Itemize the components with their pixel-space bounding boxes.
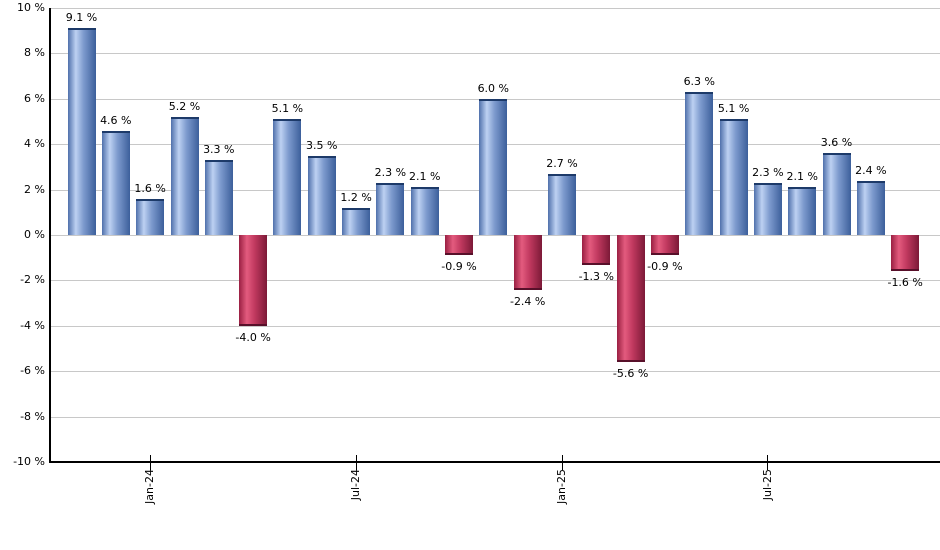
- bar-value-label: 2.3 %: [752, 165, 784, 179]
- bar-value-label: 5.1 %: [717, 102, 750, 116]
- y-axis-line: [49, 8, 51, 463]
- bar-value-label: 6.3 %: [683, 75, 716, 88]
- bar: [204, 160, 233, 235]
- x-axis-line: [49, 461, 940, 463]
- bar: [650, 235, 679, 256]
- bar-value-label: -1.3 %: [578, 269, 614, 283]
- bar-value-label: 5.1 %: [271, 102, 304, 116]
- y-tick-label: -10 %: [13, 455, 45, 468]
- bar: [307, 155, 336, 236]
- x-tick-mark: [149, 455, 151, 470]
- bar-value-label: 3.3 %: [203, 143, 235, 157]
- bar: [753, 182, 782, 235]
- bar-value-label: 5.2 %: [168, 100, 201, 113]
- bar: [376, 182, 405, 235]
- bar: [719, 119, 748, 235]
- bar-value-label: 9.1 %: [65, 11, 98, 25]
- bar-value-label: 4.6 %: [100, 113, 132, 127]
- bar-value-label: -0.9 %: [441, 260, 477, 274]
- bar: [67, 28, 96, 235]
- bar: [136, 198, 165, 235]
- bar-value-label: 2.1 %: [408, 170, 441, 184]
- bar-value-label: 2.4 %: [855, 163, 887, 177]
- bar-value-label: -2.4 %: [509, 294, 546, 308]
- y-tick-label: 6 %: [24, 92, 45, 105]
- bar: [582, 235, 611, 265]
- bar: [170, 117, 199, 235]
- bar-value-label: 3.6 %: [820, 136, 853, 150]
- bar-value-label: 2.7 %: [546, 156, 578, 170]
- bar: [548, 173, 576, 235]
- bar-value-label: 6.0 %: [477, 81, 510, 95]
- y-tick-label: 8 %: [24, 46, 45, 59]
- bar: [101, 130, 130, 235]
- bar: [410, 187, 439, 235]
- bar-value-label: -1.6 %: [887, 276, 923, 290]
- bar-value-label: 2.1 %: [786, 170, 818, 184]
- y-tick-label: -2 %: [20, 273, 45, 286]
- bar-value-label: 2.3 %: [374, 165, 407, 179]
- bar-value-label: -4.0 %: [235, 330, 271, 344]
- bar: [616, 235, 645, 363]
- bar: [822, 153, 851, 235]
- bar: [445, 235, 473, 256]
- bar: [513, 235, 542, 290]
- bar: [239, 235, 268, 326]
- y-tick-label: -6 %: [20, 364, 45, 377]
- bar: [891, 235, 920, 272]
- bar: [479, 98, 508, 235]
- gridline: [49, 326, 940, 327]
- bar: [685, 92, 714, 235]
- y-tick-label: -4 %: [20, 319, 45, 332]
- bar-value-label: -0.9 %: [647, 260, 683, 274]
- gridline: [49, 280, 940, 281]
- y-tick-label: 10 %: [17, 1, 45, 14]
- gridline: [49, 53, 940, 54]
- x-tick-mark: [561, 455, 563, 470]
- gridline: [49, 8, 940, 9]
- y-tick-label: 2 %: [24, 183, 45, 196]
- bar-value-label: 3.5 %: [305, 138, 338, 152]
- bar: [788, 187, 817, 235]
- gridline: [49, 417, 940, 418]
- bar-value-label: -5.6 %: [612, 367, 649, 381]
- x-tick-mark: [355, 455, 357, 470]
- bar-value-label: 1.6 %: [134, 181, 166, 195]
- bar: [342, 207, 371, 235]
- gridline: [49, 235, 940, 236]
- bar-value-label: 1.2 %: [340, 190, 372, 204]
- x-tick-mark: [767, 455, 769, 470]
- y-tick-label: 0 %: [24, 228, 45, 241]
- y-tick-label: -8 %: [20, 410, 45, 423]
- bar: [273, 119, 302, 235]
- bar: [856, 180, 885, 235]
- gridline: [49, 371, 940, 372]
- y-tick-label: 4 %: [24, 137, 45, 150]
